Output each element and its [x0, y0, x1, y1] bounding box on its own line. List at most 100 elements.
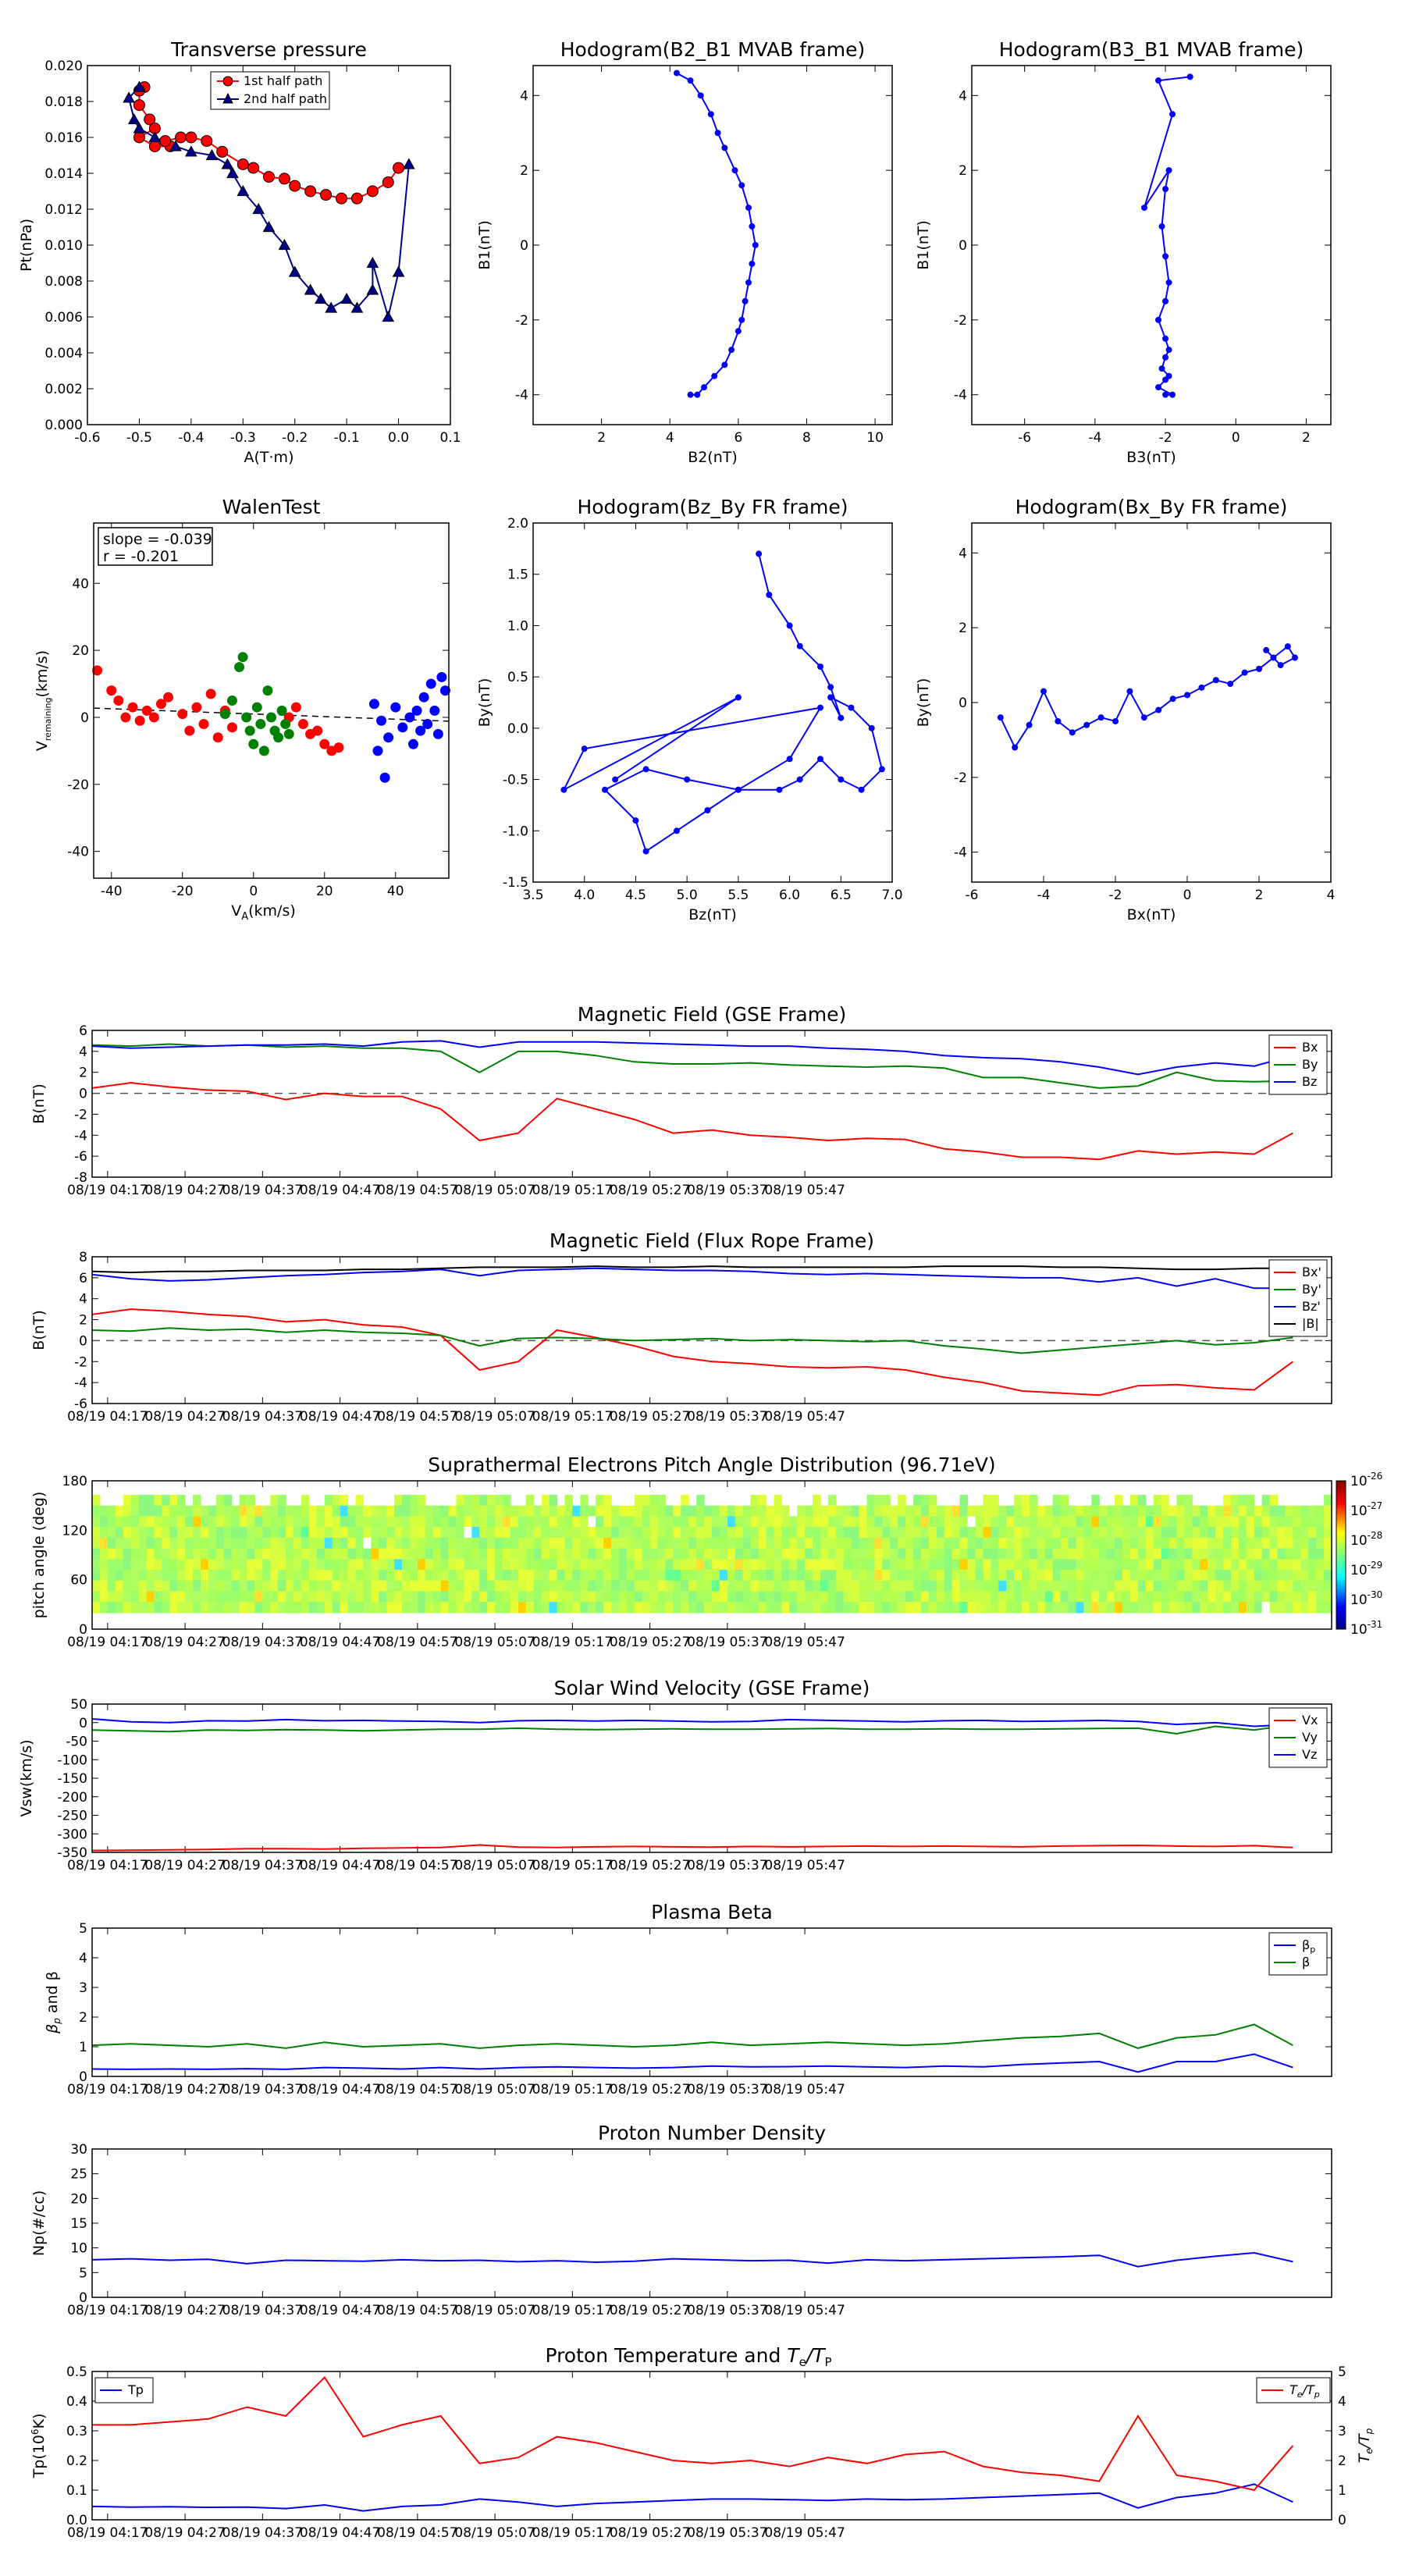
heatmap-cell: [1254, 1559, 1263, 1571]
heatmap-cell: [371, 1559, 379, 1571]
heatmap-cell: [1246, 1591, 1255, 1603]
x-tick-label: 08/19 05:27: [610, 2525, 690, 2541]
heatmap-cell: [805, 1580, 813, 1592]
heatmap-cell: [797, 1602, 806, 1614]
heatmap-cell: [944, 1527, 953, 1539]
heatmap-cell: [603, 1516, 612, 1528]
scatter-point: [422, 719, 433, 730]
heatmap-cell: [898, 1537, 906, 1550]
heatmap-cell: [944, 1548, 953, 1560]
heatmap-cell: [262, 1548, 271, 1560]
heatmap-cell: [681, 1559, 689, 1571]
heatmap-cell: [448, 1559, 457, 1571]
heatmap-cell: [588, 1527, 596, 1539]
heatmap-cell: [215, 1505, 225, 1517]
x-tick-label: 08/19 04:47: [300, 1409, 380, 1425]
hodogram-point: [581, 745, 588, 753]
scatter-point: [411, 705, 422, 716]
heatmap-cell: [657, 1580, 666, 1592]
heatmap-cell: [1037, 1602, 1046, 1614]
heatmap-cell: [1060, 1570, 1069, 1582]
heatmap-cell: [1076, 1570, 1084, 1582]
heatmap-cell: [1037, 1537, 1046, 1550]
heatmap-cell: [580, 1537, 589, 1550]
heatmap-cell: [201, 1505, 209, 1517]
heatmap-cell: [549, 1602, 558, 1614]
heatmap-cell: [890, 1548, 898, 1560]
heatmap-cell: [991, 1570, 999, 1582]
heatmap-cell: [742, 1602, 752, 1614]
heatmap-cell: [1091, 1591, 1100, 1603]
hodogram-point: [642, 766, 649, 773]
heatmap-cell: [1014, 1494, 1023, 1507]
heatmap-cell: [951, 1591, 961, 1603]
y-tick-label: 25: [70, 2167, 87, 2183]
heatmap-cell: [293, 1602, 302, 1614]
right-label-sub: p: [1364, 2428, 1375, 2435]
x-tick-label: 2: [1255, 888, 1264, 903]
heatmap-cell: [239, 1516, 248, 1528]
heatmap-cell: [588, 1537, 596, 1550]
heatmap-cell: [1316, 1570, 1325, 1582]
heatmap-cell: [510, 1548, 519, 1560]
heatmap-cell: [626, 1591, 635, 1603]
heatmap-cell: [727, 1505, 736, 1517]
heatmap-cell: [138, 1516, 148, 1528]
heatmap-cell: [572, 1548, 581, 1560]
heatmap-cell: [503, 1516, 511, 1528]
heatmap-cell: [440, 1570, 450, 1582]
heatmap-cell: [750, 1570, 759, 1582]
heatmap-cell: [1161, 1494, 1170, 1507]
heatmap-cell: [1168, 1591, 1178, 1603]
heatmap-cell: [379, 1516, 387, 1528]
scatter-point: [418, 692, 429, 703]
heatmap-cell: [379, 1505, 387, 1517]
heatmap-cell: [603, 1505, 612, 1517]
heatmap-cell: [1068, 1570, 1077, 1582]
y-axis-label: βp and β: [44, 1971, 62, 2034]
y-tick-label: 4: [79, 1292, 87, 1308]
heatmap-cell: [827, 1516, 837, 1528]
heatmap-cell: [340, 1527, 349, 1539]
heatmap-cell: [913, 1548, 922, 1560]
heatmap-cell: [487, 1505, 496, 1517]
heatmap-cell: [673, 1570, 681, 1582]
scatter-point: [376, 715, 387, 726]
heatmap-cell: [1115, 1580, 1123, 1592]
heatmap-cell: [1316, 1591, 1325, 1603]
x-tick-label: 08/19 04:37: [222, 1409, 303, 1425]
heatmap-cell: [959, 1591, 969, 1603]
heatmap-cell: [286, 1580, 294, 1592]
heatmap-cell: [1145, 1580, 1154, 1592]
hodogram-point: [612, 776, 619, 783]
heatmap-cell: [634, 1559, 643, 1571]
heatmap-cell: [827, 1505, 837, 1517]
heatmap-cell: [1308, 1505, 1317, 1517]
heatmap-cell: [394, 1580, 403, 1592]
heatmap-cell: [107, 1516, 116, 1528]
heatmap-cell: [859, 1580, 868, 1592]
heatmap-cell: [1037, 1527, 1046, 1539]
tick-exponent: -31: [1368, 1619, 1383, 1630]
heatmap-cell: [1277, 1537, 1286, 1550]
hodogram-point: [714, 130, 721, 137]
scatter-point: [205, 688, 216, 699]
heatmap-cell: [898, 1527, 906, 1539]
heatmap-cell: [789, 1537, 798, 1550]
point-1st-half: [336, 192, 347, 205]
heatmap-cell: [1052, 1591, 1062, 1603]
heatmap-cell: [278, 1505, 286, 1517]
legend-label: Vz: [1302, 1747, 1317, 1762]
heatmap-cell: [409, 1548, 418, 1560]
heatmap-cell: [1029, 1527, 1038, 1539]
x-tick-label: 08/19 04:17: [67, 1409, 148, 1425]
heatmap-cell: [1200, 1527, 1208, 1539]
heatmap-cell: [983, 1570, 991, 1582]
heatmap-cell: [432, 1602, 442, 1614]
y-tick-label: -150: [57, 1771, 87, 1787]
heatmap-cell: [177, 1602, 186, 1614]
heatmap-cell: [859, 1527, 868, 1539]
heatmap-cell: [533, 1548, 542, 1560]
heatmap-cell: [193, 1505, 201, 1517]
heatmap-cell: [959, 1570, 969, 1582]
